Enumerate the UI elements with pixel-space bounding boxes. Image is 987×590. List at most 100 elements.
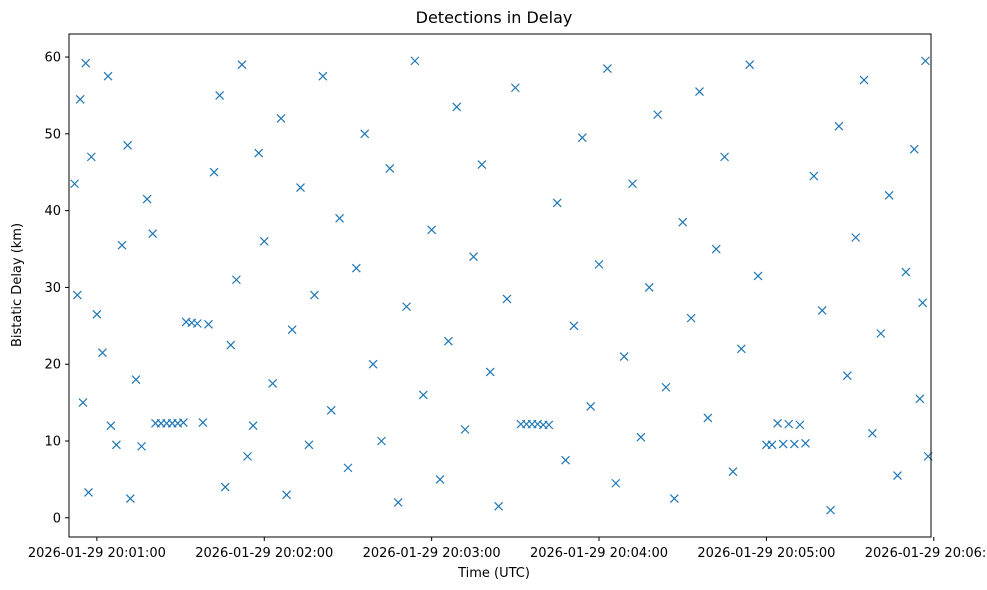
- data-point: [259, 236, 269, 246]
- data-point: [435, 474, 445, 484]
- data-point: [443, 336, 453, 346]
- data-point: [360, 129, 370, 139]
- data-point: [661, 382, 671, 392]
- data-point: [92, 309, 102, 319]
- data-point: [469, 252, 478, 262]
- data-point: [393, 498, 403, 507]
- data-point: [231, 275, 241, 285]
- x-tick-label: 2026-01-29 20:06:00: [865, 546, 987, 561]
- x-axis-title: Time (UTC): [457, 566, 530, 581]
- data-point: [418, 390, 428, 400]
- x-axis: 2026-01-29 20:01:00 2026-01-29 20:02:00 20…: [28, 537, 987, 561]
- data-point: [111, 440, 121, 450]
- data-point: [485, 367, 495, 377]
- data-point: [282, 490, 292, 500]
- data-point: [402, 302, 411, 312]
- data-point: [619, 352, 629, 361]
- data-point: [137, 441, 146, 451]
- data-point: [767, 440, 777, 450]
- data-point: [669, 494, 679, 504]
- data-point: [736, 344, 746, 354]
- data-point: [915, 394, 925, 404]
- data-point: [86, 152, 96, 162]
- data-point: [884, 190, 894, 200]
- data-point: [502, 294, 512, 304]
- chart-title: Detections in Delay: [416, 8, 573, 27]
- y-tick-label: 60: [44, 51, 61, 66]
- data-point: [859, 75, 869, 85]
- data-point: [753, 271, 763, 281]
- data-point: [569, 321, 579, 331]
- x-tick-label: 2026-01-29 20:05:00: [697, 546, 835, 561]
- data-point: [304, 440, 314, 450]
- data-point: [834, 121, 844, 131]
- x-tick-label: 2026-01-29 20:01:00: [28, 546, 166, 561]
- data-point: [268, 378, 278, 388]
- data-point: [72, 290, 82, 300]
- data-point: [826, 505, 835, 515]
- data-point: [343, 463, 353, 473]
- data-point: [351, 263, 361, 273]
- data-point: [198, 418, 208, 428]
- data-point: [477, 160, 487, 169]
- data-point: [594, 259, 604, 269]
- data-point: [784, 419, 794, 429]
- data-point: [410, 56, 420, 66]
- x-tick-label: 2026-01-29 20:04:00: [530, 546, 668, 561]
- data-point: [876, 329, 886, 338]
- data-point: [728, 467, 738, 477]
- data-point: [452, 102, 462, 112]
- x-tick-label: 2026-01-29 20:03:00: [363, 546, 501, 561]
- data-point: [310, 290, 319, 300]
- data-point: [243, 451, 252, 461]
- y-axis-title: Bistatic Delay (km): [10, 223, 25, 347]
- data-point: [644, 282, 654, 292]
- data-point: [893, 471, 902, 480]
- data-point: [773, 418, 782, 428]
- data-point: [745, 60, 755, 70]
- data-point: [287, 325, 297, 335]
- data-point: [335, 213, 345, 223]
- data-point: [918, 298, 928, 308]
- data-point: [653, 110, 663, 120]
- data-point: [636, 432, 646, 442]
- data-point: [296, 183, 305, 193]
- points-layer: [70, 56, 933, 515]
- data-point: [586, 402, 596, 411]
- data-point: [81, 58, 91, 68]
- data-point: [920, 56, 930, 66]
- y-tick-label: 50: [44, 127, 61, 142]
- data-point: [178, 418, 188, 428]
- y-axis: 0 10 20 30 40 50 60: [44, 51, 69, 526]
- data-point: [78, 398, 88, 408]
- data-point: [226, 340, 236, 350]
- y-tick-label: 30: [44, 281, 61, 296]
- data-point: [720, 152, 729, 162]
- data-point: [711, 244, 721, 254]
- data-point: [577, 133, 587, 143]
- plot-frame: [68, 33, 932, 538]
- data-point: [142, 194, 152, 204]
- data-point: [377, 436, 386, 446]
- data-point: [801, 438, 810, 448]
- data-point: [460, 425, 470, 434]
- data-point: [148, 229, 158, 239]
- data-point: [510, 83, 520, 93]
- data-point: [209, 167, 219, 177]
- data-point: [901, 267, 911, 277]
- data-point: [248, 421, 258, 431]
- data-point: [75, 94, 85, 104]
- data-point: [385, 163, 395, 173]
- data-point: [123, 140, 133, 150]
- data-point: [70, 179, 80, 189]
- data-point: [103, 71, 113, 81]
- data-point: [84, 488, 93, 497]
- data-point: [117, 240, 127, 250]
- data-point: [125, 494, 135, 504]
- data-point: [851, 233, 861, 242]
- data-point: [254, 148, 264, 158]
- data-point: [695, 87, 704, 97]
- data-point: [326, 405, 336, 415]
